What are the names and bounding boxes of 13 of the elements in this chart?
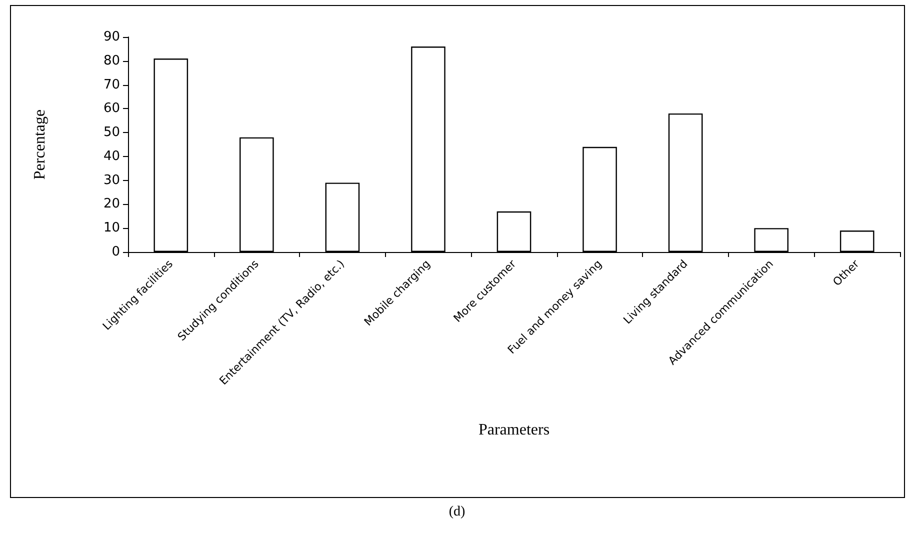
y-tick-label: 60	[103, 101, 120, 116]
y-tick-label: 30	[103, 172, 120, 188]
y-tick-label: 40	[103, 148, 120, 164]
y-tick-label: 50	[103, 125, 120, 140]
y-tick-label: 20	[103, 196, 120, 212]
y-tick-label: 80	[103, 53, 120, 68]
y-tick-label: 10	[103, 220, 120, 236]
y-tick-label: 70	[103, 77, 120, 92]
y-tick-label: 90	[103, 30, 120, 44]
y-axis-title: Percentage	[32, 109, 48, 180]
y-tick-label: 0	[112, 244, 120, 260]
x-axis-title: Parameters	[478, 422, 550, 438]
text: (d)	[448, 504, 466, 520]
